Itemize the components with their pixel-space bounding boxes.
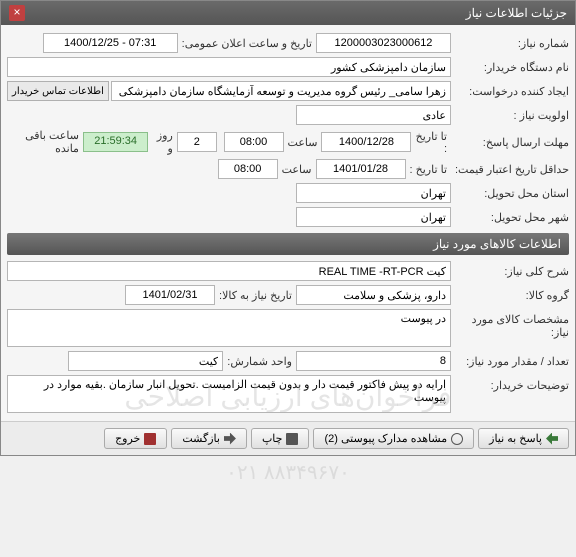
buyer-notes-label: توضیحات خریدار: xyxy=(451,375,569,392)
contact-buyer-button[interactable]: اطلاعات تماس خریدار xyxy=(7,81,109,101)
deliv-prov-field[interactable] xyxy=(296,183,451,203)
back-button[interactable]: بازگشت xyxy=(171,428,247,449)
titlebar: جزئیات اطلاعات نیاز × xyxy=(1,1,575,25)
price-to-time-field[interactable] xyxy=(218,159,278,179)
time-left-display: 21:59:34 xyxy=(83,132,148,152)
need-date-label: تاریخ نیاز به کالا: xyxy=(215,289,296,302)
pub-date-field[interactable] xyxy=(43,33,178,53)
print-button[interactable]: چاپ xyxy=(251,428,310,449)
time-label-1: ساعت xyxy=(284,136,322,149)
time-label-2: ساعت xyxy=(278,163,316,176)
back-button-label: بازگشت xyxy=(182,432,220,445)
unit-label: واحد شمارش: xyxy=(223,355,296,368)
watermark-phone: ۰۲۱ ۸۸۳۴۹۶۷۰ xyxy=(0,460,576,485)
days-label: روز و xyxy=(148,129,176,155)
days-left-field xyxy=(177,132,217,152)
buyer-org-field[interactable] xyxy=(7,57,451,77)
time-left-label: ساعت باقی مانده xyxy=(7,129,83,155)
reply-to-time-field[interactable] xyxy=(224,132,284,152)
need-no-label: شماره نیاز: xyxy=(451,37,569,50)
need-date-field[interactable] xyxy=(125,285,215,305)
to-date-label-2: تا تاریخ : xyxy=(406,163,451,176)
spec-field[interactable] xyxy=(7,309,451,347)
deliv-city-label: شهر محل تحویل: xyxy=(451,211,569,224)
requester-label: ایجاد کننده درخواست: xyxy=(451,85,569,98)
print-button-label: چاپ xyxy=(262,432,283,445)
reply-button[interactable]: پاسخ به نیاز xyxy=(478,428,569,449)
price-to-date-field[interactable] xyxy=(316,159,406,179)
attach-button-label: مشاهده مدارک پیوستی (2) xyxy=(324,432,447,445)
pub-date-label: تاریخ و ساعت اعلان عمومی: xyxy=(178,37,316,50)
goods-section-header: اطلاعات کالاهای مورد نیاز xyxy=(7,233,569,255)
unit-field[interactable] xyxy=(68,351,223,371)
qty-field[interactable] xyxy=(296,351,451,371)
group-field[interactable] xyxy=(296,285,451,305)
desc-label: شرح کلی نیاز: xyxy=(451,265,569,278)
need-no-field[interactable] xyxy=(316,33,451,53)
buyer-org-label: نام دستگاه خریدار: xyxy=(451,61,569,74)
print-icon xyxy=(286,433,298,445)
spec-label: مشخصات کالای مورد نیاز: xyxy=(451,309,569,339)
close-icon[interactable]: × xyxy=(9,5,25,21)
footer-toolbar: پاسخ به نیاز مشاهده مدارک پیوستی (2) چاپ… xyxy=(1,421,575,455)
window-title: جزئیات اطلاعات نیاز xyxy=(466,6,567,20)
requester-field[interactable] xyxy=(111,81,451,101)
reply-button-label: پاسخ به نیاز xyxy=(489,432,542,445)
exit-button-label: خروج xyxy=(115,432,140,445)
back-icon xyxy=(224,433,236,445)
reply-deadline-label: مهلت ارسال پاسخ: xyxy=(451,136,569,149)
priority-field[interactable] xyxy=(296,105,451,125)
exit-button[interactable]: خروج xyxy=(104,428,167,449)
desc-field[interactable] xyxy=(7,261,451,281)
reply-to-date-field[interactable] xyxy=(321,132,411,152)
to-date-label: تا تاریخ : xyxy=(411,130,451,155)
buyer-notes-field[interactable] xyxy=(7,375,451,413)
reply-icon xyxy=(546,433,558,445)
deliv-city-field[interactable] xyxy=(296,207,451,227)
view-attachments-button[interactable]: مشاهده مدارک پیوستی (2) xyxy=(313,428,474,449)
eye-icon xyxy=(451,433,463,445)
form-content: شماره نیاز: تاریخ و ساعت اعلان عمومی: نا… xyxy=(1,25,575,421)
exit-icon xyxy=(144,433,156,445)
price-valid-label: حداقل تاریخ اعتبار قیمت: xyxy=(451,163,569,176)
deliv-prov-label: استان محل تحویل: xyxy=(451,187,569,200)
group-label: گروه کالا: xyxy=(451,289,569,302)
priority-label: اولویت نیاز : xyxy=(451,109,569,122)
details-window: جزئیات اطلاعات نیاز × شماره نیاز: تاریخ … xyxy=(0,0,576,456)
qty-label: تعداد / مقدار مورد نیاز: xyxy=(451,355,569,368)
